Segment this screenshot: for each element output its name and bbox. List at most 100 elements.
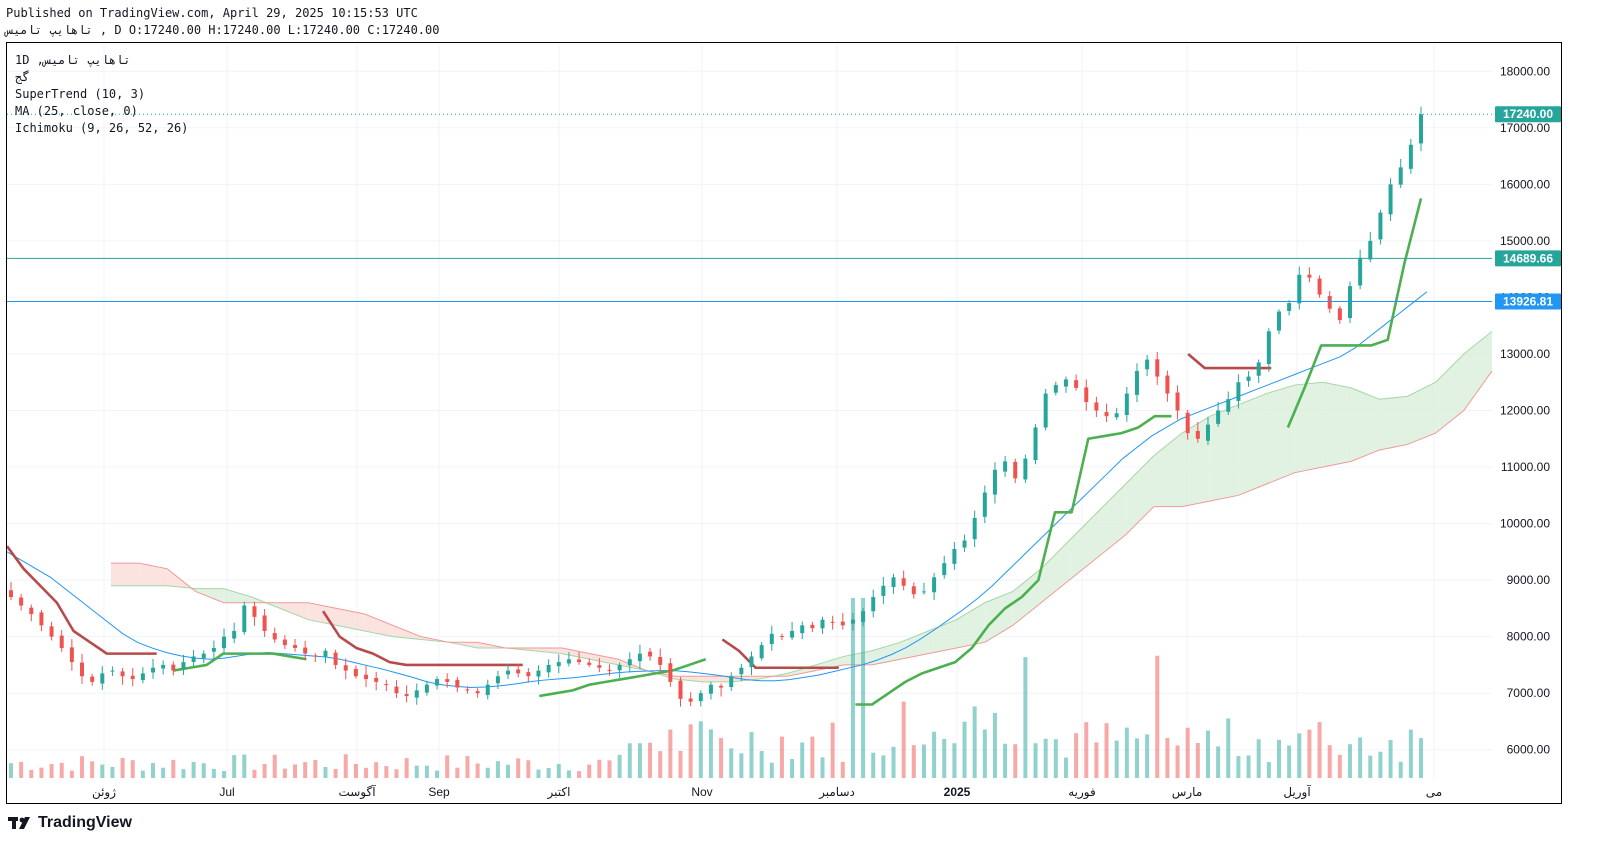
ichimoku-cloud-segment	[1322, 382, 1352, 468]
volume-bar	[729, 748, 734, 778]
candle-body	[1074, 380, 1079, 388]
y-tick-label: 17000.00	[1500, 121, 1550, 135]
x-tick-label: مارس	[1172, 785, 1203, 800]
ichimoku-cloud-segment	[1069, 512, 1098, 581]
price-chart[interactable]: ژوئن Jul آگوست Sep اکتبر Nov دسامبر 2025 فوریه ما…	[5, 43, 1561, 803]
y-tick-label: 10000.00	[1500, 517, 1550, 531]
volume-bar	[627, 743, 632, 778]
candle-body	[49, 626, 54, 637]
candle-body	[566, 659, 571, 664]
volume-bar	[719, 738, 724, 778]
candle-body	[161, 664, 166, 669]
ichimoku-cloud-segment	[533, 647, 562, 654]
candle-body	[171, 664, 176, 671]
chart-frame[interactable]: ژوئن Jul آگوست Sep اکتبر Nov دسامبر 2025 فوریه ما…	[5, 42, 1562, 804]
volume-bar	[810, 736, 815, 778]
ichimoku-cloud-segment	[336, 608, 365, 631]
candle-body	[303, 647, 308, 654]
volume-bar	[759, 750, 764, 778]
price-label-badge	[1495, 293, 1561, 310]
candle-body	[475, 691, 480, 694]
volume-bar	[191, 761, 196, 778]
volume-bar	[323, 766, 328, 778]
volume-bar	[1419, 738, 1423, 778]
volume-bar	[962, 721, 967, 778]
volume-bar	[90, 761, 95, 778]
volume-bar	[1408, 729, 1413, 778]
y-tick-label: 7000.00	[1507, 686, 1551, 700]
volume-bar	[1317, 722, 1322, 778]
y-tick-label: 11000.00	[1501, 460, 1550, 474]
ichimoku-span-a	[111, 330, 1493, 683]
volume-bar	[140, 770, 145, 778]
volume-bar	[992, 712, 997, 778]
candle-body	[272, 633, 277, 640]
candle-body	[80, 662, 85, 677]
candle-body	[100, 673, 105, 684]
candle-body	[830, 621, 835, 623]
volume-bar	[942, 738, 947, 778]
volume-bar	[353, 763, 358, 778]
candle-body	[1145, 359, 1150, 370]
candle-body	[861, 611, 866, 622]
volume-bar	[485, 767, 490, 778]
candle-body	[364, 674, 369, 680]
candle-body	[293, 645, 298, 648]
volume-bar	[100, 764, 105, 778]
volume-bar	[374, 762, 379, 778]
ichimoku-cloud-segment	[392, 625, 422, 640]
volume-bar	[211, 768, 216, 778]
volume-bar	[495, 761, 500, 778]
volume-bar	[1388, 740, 1393, 778]
y-tick-label: 6000.00	[1507, 743, 1551, 757]
volume-bar	[222, 771, 227, 778]
supertrend-down-line	[321, 610, 523, 667]
volume-bar	[1155, 655, 1160, 778]
volume-bar	[1256, 739, 1261, 778]
candle-body	[1327, 296, 1332, 309]
supertrend-down-line	[5, 545, 157, 655]
candle-body	[1155, 359, 1160, 377]
ichimoku-cloud-segment	[702, 676, 732, 682]
candle-body	[1003, 461, 1008, 472]
volume-bar	[1266, 762, 1271, 778]
volume-bar	[617, 754, 622, 778]
candle-body	[678, 680, 683, 699]
candle-body	[9, 590, 13, 598]
ichimoku-cloud-segment	[900, 631, 929, 660]
volume-bar	[932, 731, 937, 778]
price-label-badge	[1495, 106, 1561, 123]
candle-body	[1287, 303, 1292, 312]
candle-body	[749, 656, 754, 668]
legend-ma[interactable]: MA (25, close, 0)	[15, 104, 138, 118]
candle-body	[1124, 393, 1129, 416]
candle-body	[465, 689, 470, 691]
candle-body	[942, 563, 947, 576]
candle-body	[850, 619, 855, 624]
candle-body	[1408, 144, 1413, 169]
legend-supertrend[interactable]: SuperTrend (10, 3)	[15, 87, 146, 101]
legend-ichimoku[interactable]: Ichimoku (9, 26, 52, 26)	[15, 121, 189, 135]
volume-bar	[506, 764, 511, 778]
candle-body	[262, 615, 267, 631]
y-tick-label: 16000.00	[1500, 177, 1550, 191]
volume-bar	[1195, 743, 1200, 778]
candle-body	[222, 636, 227, 649]
volume-bar	[1013, 744, 1018, 778]
candle-body	[323, 650, 328, 657]
volume-bar	[952, 743, 957, 778]
tradingview-brand[interactable]: TradingView	[8, 814, 132, 832]
x-tick-label: می	[1426, 785, 1442, 799]
ichimoku-cloud-segment	[280, 602, 309, 620]
volume-bar	[556, 763, 561, 778]
candle-body	[840, 621, 845, 626]
price-label-text: 17240.00	[1503, 107, 1553, 121]
ichimoku-cloud-segment	[364, 614, 393, 637]
candle-body	[424, 684, 429, 693]
candle-body	[648, 651, 653, 657]
ichimoku-cloud-segment	[1379, 396, 1408, 451]
volume-bar	[303, 762, 308, 778]
volume-bar	[455, 767, 460, 778]
y-tick-label: 12000.00	[1500, 404, 1550, 418]
volume-bar	[1216, 746, 1221, 778]
